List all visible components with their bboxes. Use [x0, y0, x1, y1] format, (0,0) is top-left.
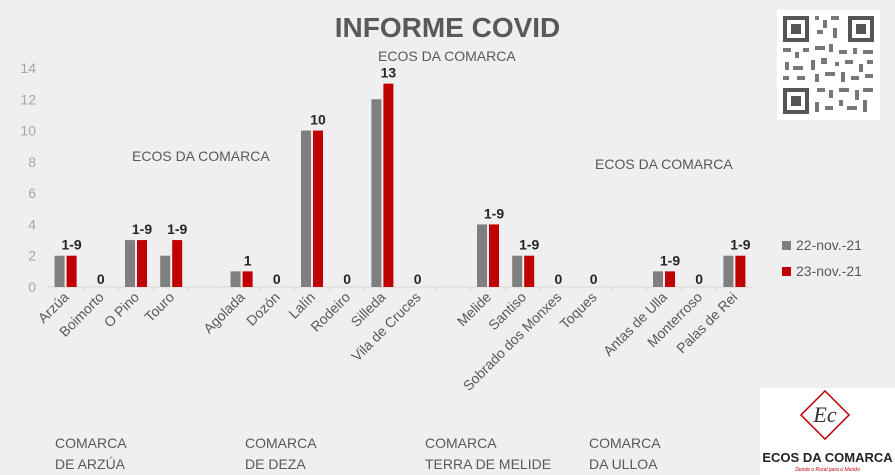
data-label: 10 [310, 112, 326, 128]
data-label: 13 [381, 65, 397, 81]
group-label-line: DA ULLOA [589, 456, 658, 472]
group-label-line: TERRA DE MELIDE [425, 456, 552, 472]
bar-23-nov [313, 130, 323, 287]
data-label: 1-9 [519, 237, 539, 253]
group-label-line: COMARCA [425, 435, 497, 451]
legend-item-series1: 22-nov.-21 [782, 232, 862, 258]
legend-item-series2: 23-nov.-21 [782, 258, 862, 284]
y-tick-label: 6 [28, 185, 36, 201]
bar-23-nov [242, 271, 253, 287]
x-tick-label: Agolada [200, 289, 248, 337]
logo-emblem-icon: Ec [799, 389, 851, 441]
watermark-right: ECOS DA COMARCA [595, 156, 733, 172]
group-label-melide: COMARCA TERRA DE MELIDE [425, 433, 551, 475]
bar-23-nov [172, 240, 183, 287]
y-tick-label: 10 [20, 123, 36, 139]
group-label-line: DE ARZÚA [55, 456, 126, 472]
bar-22-nov [723, 255, 734, 287]
data-label: 0 [695, 271, 703, 287]
x-tick-label: Touro [141, 289, 177, 325]
ecos-logo: Ec ECOS DA COMARCA Dende o Rural para o … [760, 388, 895, 475]
group-label-arzua: COMARCA DE ARZÚA [55, 433, 127, 475]
chart-title: INFORME COVID [334, 12, 561, 43]
bar-22-nov [160, 255, 171, 287]
bar-22-nov [54, 255, 65, 287]
bar-23-nov [665, 271, 675, 287]
data-label: 1-9 [484, 205, 504, 221]
data-label: 0 [343, 271, 351, 287]
data-label: 0 [555, 271, 563, 287]
bar-23-nov [735, 255, 746, 287]
group-label-line: COMARCA [245, 435, 317, 451]
bar-23-nov [524, 255, 535, 287]
legend-label: 23-nov.-21 [796, 263, 862, 279]
data-label: 1-9 [167, 221, 187, 237]
bar-23-nov [137, 240, 147, 287]
y-tick-label: 4 [28, 216, 36, 232]
y-tick-label: 8 [28, 154, 36, 170]
qr-code [777, 10, 880, 120]
bar-22-nov [125, 240, 135, 287]
legend-swatch-red [782, 266, 791, 276]
group-label-line: COMARCA [55, 435, 127, 451]
logo-monogram: Ec [812, 402, 836, 427]
bar-22-nov [512, 255, 523, 287]
bar-22-nov [371, 99, 382, 288]
y-tick-label: 12 [20, 91, 36, 107]
group-label-deza: COMARCA DE DEZA [245, 433, 317, 475]
y-tick-label: 0 [28, 279, 36, 295]
legend-label: 22-nov.-21 [796, 237, 862, 253]
data-label: 1-9 [730, 237, 750, 253]
bar-22-nov [230, 271, 241, 287]
watermark-top: ECOS DA COMARCA [378, 48, 516, 64]
bar-22-nov [477, 224, 487, 287]
y-tick-label: 2 [28, 248, 36, 264]
bar-22-nov [301, 130, 311, 287]
data-label: 0 [414, 271, 422, 287]
data-label: 1-9 [660, 252, 680, 268]
group-label-ulloa: COMARCA DA ULLOA [589, 433, 661, 475]
data-label: 0 [590, 271, 598, 287]
bar-23-nov [489, 224, 499, 287]
watermark-left: ECOS DA COMARCA [132, 148, 270, 164]
chart-legend: 22-nov.-21 23-nov.-21 [782, 232, 862, 284]
data-label: 1-9 [61, 237, 81, 253]
data-label: 0 [97, 271, 105, 287]
data-label: 1 [244, 252, 252, 268]
logo-tagline: Dende o Rural para o Mundo [795, 467, 860, 473]
data-label: 1-9 [132, 221, 152, 237]
group-label-line: COMARCA [589, 435, 661, 451]
x-tick-label: Rodeiro [307, 289, 353, 335]
x-tick-label: Toques [556, 289, 599, 332]
group-label-line: DE DEZA [245, 456, 306, 472]
bar-23-nov [383, 83, 394, 288]
bar-23-nov [66, 255, 77, 287]
y-tick-label: 14 [20, 60, 36, 76]
logo-text: ECOS DA COMARCA [762, 450, 893, 465]
data-label: 0 [273, 271, 281, 287]
legend-swatch-gray [782, 240, 791, 250]
bar-22-nov [653, 271, 663, 287]
x-tick-label: O Pino [101, 289, 143, 331]
x-tick-label: Dozón [243, 289, 283, 329]
